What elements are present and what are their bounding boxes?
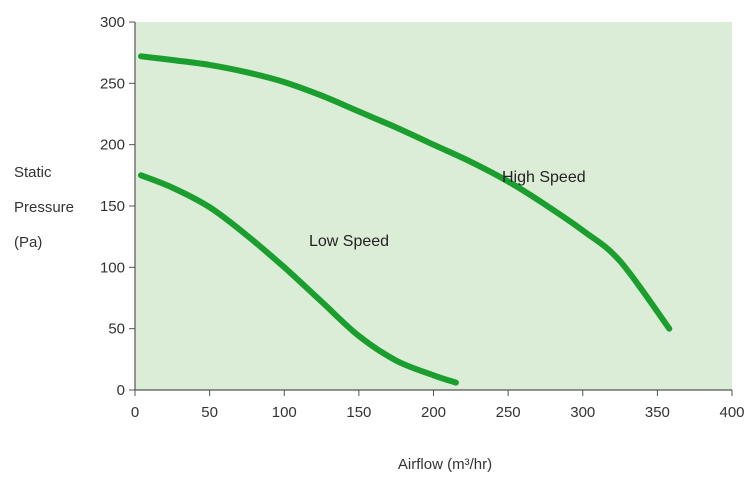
x-tick-label: 300: [570, 404, 595, 421]
y-tick-label: 0: [117, 382, 125, 399]
y-tick-label: 250: [100, 75, 125, 92]
y-tick-label: 150: [100, 198, 125, 215]
y-axis-title-line-1: Static: [14, 164, 52, 181]
series-lines: [138, 53, 673, 386]
y-axis: 0 50 100 150 200 250 300: [100, 14, 136, 399]
x-tick-label: 200: [421, 404, 446, 421]
x-tick-label: 50: [201, 404, 218, 421]
series-line-high-speed: [138, 53, 673, 332]
plot-area: [135, 22, 732, 390]
series-label-high-speed: High Speed: [502, 169, 586, 186]
y-tick-label: 200: [100, 137, 125, 154]
x-tick-label: 350: [645, 404, 670, 421]
y-tick-label: 50: [108, 321, 125, 338]
x-axis-title: Airflow (m³/hr): [398, 456, 492, 473]
x-tick-label: 0: [131, 404, 139, 421]
x-tick-label: 100: [272, 404, 297, 421]
x-tick-label: 400: [719, 404, 744, 421]
series-label-low-speed: Low Speed: [309, 233, 389, 250]
y-tick-label: 100: [100, 259, 125, 276]
x-tick-label: 250: [496, 404, 521, 421]
y-tick-label: 300: [100, 14, 125, 31]
x-tick-label: 150: [346, 404, 371, 421]
x-axis: 0 50 100 150 200 250 300 350 400: [131, 389, 745, 421]
y-axis-title-line-2: Pressure: [14, 199, 74, 216]
y-axis-title-line-3: (Pa): [14, 234, 42, 251]
series-line-low-speed: [138, 172, 459, 386]
